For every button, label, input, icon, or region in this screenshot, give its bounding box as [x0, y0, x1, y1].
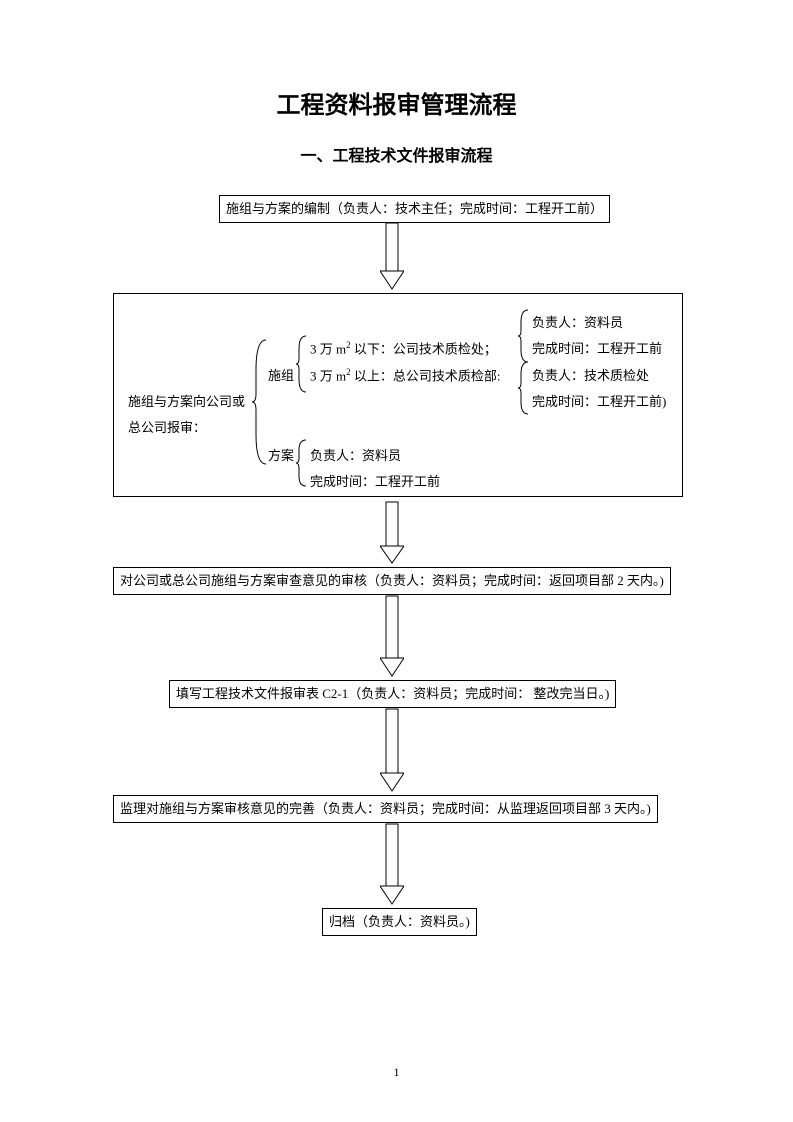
arrow-5-6 [380, 822, 404, 906]
brace-main [252, 338, 268, 466]
arrow-1-2 [380, 221, 404, 291]
flow-node-2: 施组与方案向公司或 总公司报审： 施组 3 万 m2 以下：公司技术质检处； 3… [113, 293, 683, 497]
n2-fangan-l2: 完成时间：工程开工前 [310, 469, 440, 495]
n2-detail2-l1: 负责人：技术质检处 [532, 363, 649, 389]
n2-detail1-l1: 负责人：资料员 [532, 310, 623, 336]
brace-fangan [296, 438, 308, 488]
flow-node-1: 施组与方案的编制（负责人：技术主任；完成时间：工程开工前） [219, 195, 610, 223]
arrow-3-4 [380, 594, 404, 678]
sub-title: 一、工程技术文件报审流程 [0, 142, 793, 166]
n2-detail2-l2: 完成时间：工程开工前) [532, 389, 666, 415]
n2-detail1-l2: 完成时间：工程开工前 [532, 336, 662, 362]
page-number: 1 [0, 1065, 793, 1080]
n2-fangan-label: 方案 [268, 443, 294, 469]
n2-shizu-label: 施组 [268, 363, 294, 389]
n2-intro-line1: 施组与方案向公司或 [128, 389, 245, 415]
flow-node-4: 填写工程技术文件报审表 C2-1（负责人：资料员；完成时间： 整改完当日。) [169, 680, 616, 708]
flow-node-5-text: 监理对施组与方案审核意见的完善（负责人：资料员；完成时间：从监理返回项目部 3 … [120, 801, 651, 816]
flow-node-6-text: 归档（负责人：资料员。) [329, 914, 470, 929]
arrow-2-3 [380, 500, 404, 565]
flow-node-3-text: 对公司或总公司施组与方案审查意见的审核（负责人：资料员；完成时间：返回项目部 2… [120, 573, 664, 588]
n2-fangan-l1: 负责人：资料员 [310, 443, 401, 469]
n2-shizu-opt2: 3 万 m2 以上：总公司技术质检部: [310, 363, 501, 389]
flow-node-3: 对公司或总公司施组与方案审查意见的审核（负责人：资料员；完成时间：返回项目部 2… [113, 567, 671, 595]
flow-node-4-text: 填写工程技术文件报审表 C2-1（负责人：资料员；完成时间： 整改完当日。) [176, 686, 609, 701]
flow-node-5: 监理对施组与方案审核意见的完善（负责人：资料员；完成时间：从监理返回项目部 3 … [113, 795, 658, 823]
brace-detail2 [518, 360, 530, 416]
flow-node-6: 归档（负责人：资料员。) [322, 908, 477, 936]
brace-shizu [296, 334, 308, 394]
flow-node-1-text: 施组与方案的编制（负责人：技术主任；完成时间：工程开工前） [226, 201, 603, 216]
n2-intro-line2: 总公司报审： [128, 415, 206, 441]
main-title: 工程资料报审管理流程 [0, 0, 793, 120]
brace-detail1 [518, 308, 530, 364]
n2-shizu-opt1: 3 万 m2 以下：公司技术质检处； [310, 336, 497, 362]
arrow-4-5 [380, 707, 404, 793]
